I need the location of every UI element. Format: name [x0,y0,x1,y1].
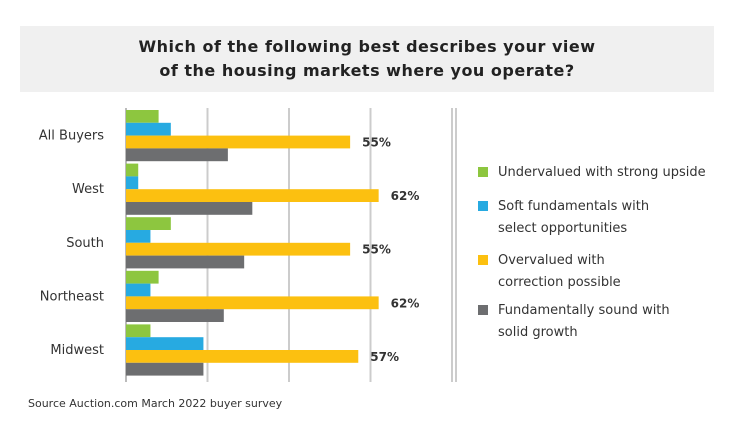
bar [126,283,151,297]
category-label: West [72,182,104,197]
legend-label: Overvalued with correction possible [498,253,621,290]
category-label: All Buyers [39,129,104,144]
chart-title-box: Which of the following best describes yo… [20,26,714,92]
bar [126,309,224,322]
legend-swatch-yellow [478,255,488,265]
bar [126,176,139,190]
legend-label: Fundamentally sound with solid growth [498,303,670,340]
bar [126,255,245,269]
legend-swatch-blue [478,201,488,211]
bar [126,230,151,243]
bar [126,148,228,162]
bar [126,337,204,350]
legend-divider [455,108,457,382]
data-label: 55% [362,243,391,257]
bar [126,324,151,338]
bar [126,135,351,149]
legend-label: Undervalued with strong upside [498,165,706,180]
chart-title-line-1: Which of the following best describes yo… [138,37,596,56]
bar [126,163,139,177]
bar [126,362,204,376]
data-label: 57% [370,350,399,364]
legend-label: Soft fundamentals with select opportunit… [498,199,650,236]
data-label: 62% [391,296,420,310]
category-label: South [66,236,104,251]
legend-swatch-gray [478,305,488,315]
category-label: Midwest [50,343,104,358]
bar [126,217,171,230]
legend-item-overvalued: Overvalued with correction possible [478,250,621,294]
bar [126,350,359,363]
source-note: Source Auction.com March 2022 buyer surv… [28,397,283,410]
bar [126,122,171,136]
bar [126,189,379,202]
legend-item-fundamentally-sound: Fundamentally sound with solid growth [478,300,670,344]
bar [126,242,351,256]
bar [126,270,159,284]
category-label: Northeast [40,289,104,304]
bar [126,110,159,123]
data-label: 62% [391,189,420,203]
legend-item-undervalued: Undervalued with strong upside [478,162,706,184]
bar [126,296,379,310]
chart-title-line-2: of the housing markets where you operate… [159,61,575,80]
bar [126,202,253,215]
legend-swatch-green [478,167,488,177]
data-label: 55% [362,136,391,150]
legend-item-soft-fundamentals: Soft fundamentals with select opportunit… [478,196,649,240]
